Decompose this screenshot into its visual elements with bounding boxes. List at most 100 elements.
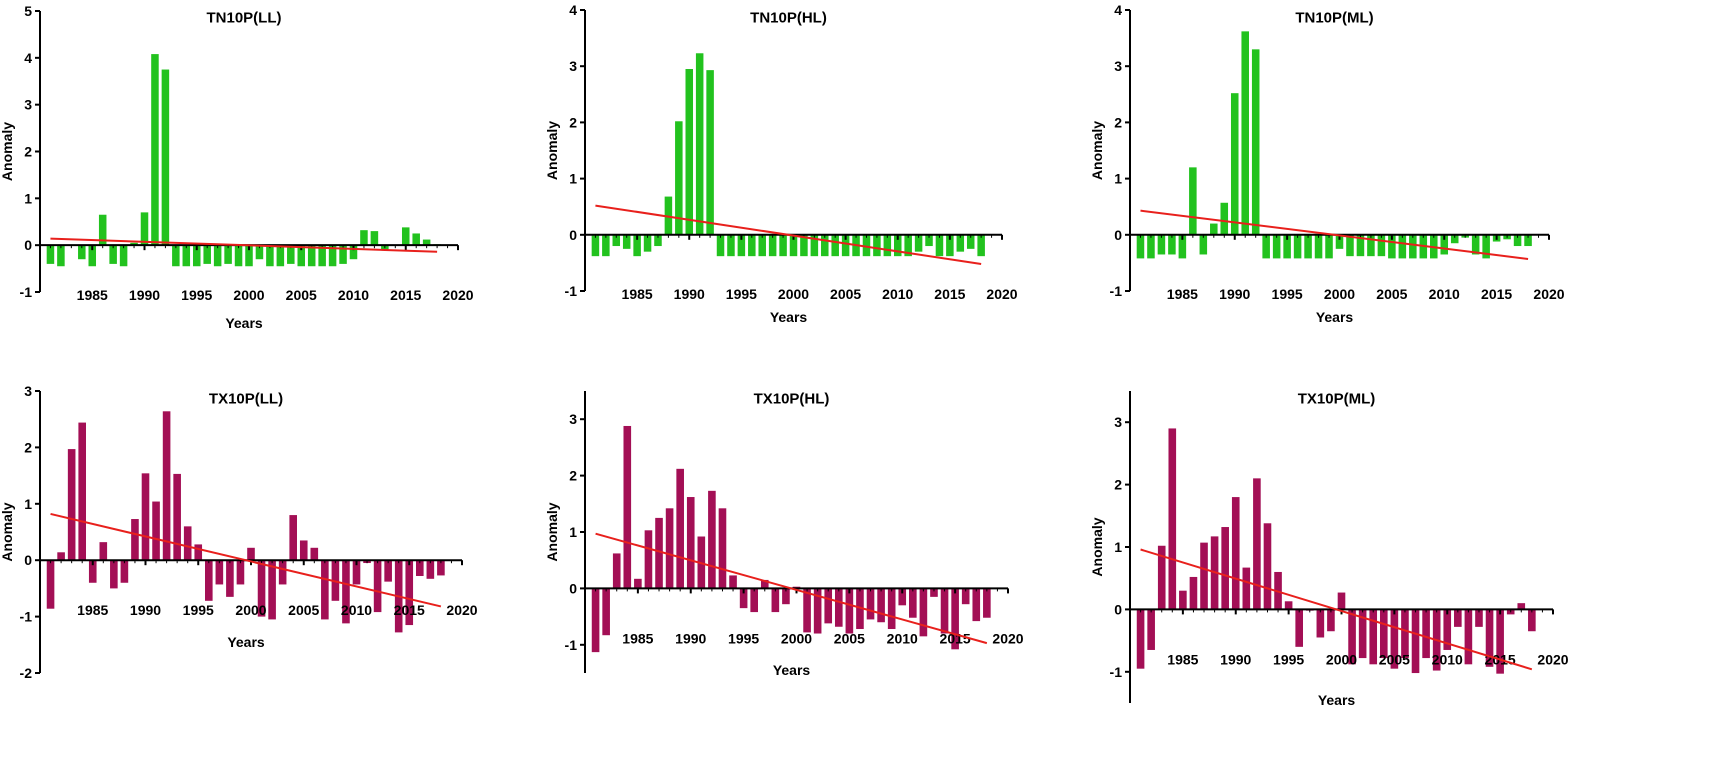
- bar-2006: [307, 245, 316, 267]
- bar-1991: [152, 501, 160, 561]
- bar-1982: [57, 245, 65, 267]
- bar-2004: [289, 515, 297, 561]
- bar-2007: [1409, 234, 1417, 259]
- x-tick-label: 2005: [1379, 651, 1410, 667]
- x-tick-label: 2010: [882, 286, 913, 302]
- trend-line: [50, 237, 438, 253]
- bar-2010: [1443, 609, 1452, 650]
- bar-1984: [623, 425, 632, 589]
- bar-2001: [803, 588, 811, 633]
- bar-2002: [1356, 234, 1365, 257]
- bar-2006: [1401, 609, 1409, 659]
- bar-2016: [412, 233, 420, 246]
- x-tick-label: 2005: [834, 630, 865, 646]
- bar-1985: [88, 245, 97, 267]
- bar-1984: [78, 422, 86, 561]
- bar-1993: [172, 245, 180, 267]
- y-tick-label: 4: [569, 2, 577, 18]
- y-tick-label: 3: [24, 97, 32, 113]
- y-tick-label: -2: [20, 665, 33, 681]
- x-tick-label: 2005: [830, 286, 861, 302]
- x-tick-label: 2010: [1432, 651, 1463, 667]
- x-tick-label: 1995: [726, 286, 757, 302]
- y-tick-label: 2: [24, 144, 32, 160]
- x-tick-label: 2015: [394, 602, 425, 618]
- bar-1984: [1168, 234, 1176, 255]
- bar-2017: [426, 560, 435, 579]
- bar-2011: [904, 234, 912, 257]
- bar-1999: [779, 234, 787, 257]
- bar-2000: [1337, 592, 1346, 610]
- y-axis-label: Anomaly: [1089, 121, 1105, 180]
- bar-2006: [1398, 234, 1407, 259]
- bar-1982: [57, 552, 65, 561]
- bar-2016: [956, 234, 965, 252]
- x-tick-label: 1985: [1167, 286, 1198, 302]
- bar-2003: [824, 588, 833, 624]
- bar-2017: [972, 588, 981, 622]
- bar-2003: [276, 245, 285, 267]
- y-tick-label: 4: [1114, 2, 1122, 18]
- bar-1999: [1327, 609, 1335, 632]
- bar-1993: [1263, 523, 1272, 610]
- bar-2017: [1517, 603, 1526, 610]
- x-axis-label: Years: [227, 634, 265, 650]
- x-tick-label: 2020: [442, 287, 473, 303]
- bar-1987: [1200, 542, 1208, 610]
- bar-1988: [1210, 223, 1218, 235]
- bar-2001: [255, 245, 264, 260]
- bar-1997: [213, 245, 222, 267]
- bar-1996: [1295, 609, 1303, 647]
- bar-2001: [1348, 609, 1356, 665]
- y-tick-label: 3: [1114, 58, 1122, 74]
- chart-panel-3: -1 0 1 2 3 4 1985 1990 1995 2000 2005 2010 2015 2020 T…: [1089, 2, 1565, 325]
- y-axis-label: Anomaly: [544, 502, 560, 561]
- bar-2011: [909, 588, 917, 618]
- bar-2012: [373, 560, 382, 613]
- bar-1982: [1147, 609, 1155, 650]
- y-tick-label: 4: [24, 50, 32, 66]
- bar-2015: [405, 560, 414, 626]
- bar-1998: [226, 560, 234, 597]
- trend-line: [1140, 209, 1529, 260]
- bar-1993: [173, 473, 181, 561]
- x-tick-label: 1995: [728, 630, 759, 646]
- y-tick-label: 2: [1114, 477, 1122, 493]
- bar-2003: [821, 234, 829, 257]
- bar-1995: [194, 544, 203, 561]
- bar-1989: [676, 468, 684, 589]
- y-tick-label: 1: [24, 190, 32, 206]
- y-tick-label: 0: [24, 237, 32, 253]
- bar-2004: [287, 245, 295, 264]
- bar-2002: [813, 588, 822, 634]
- bar-1987: [655, 517, 663, 589]
- y-tick-label: 0: [1114, 601, 1122, 617]
- x-tick-label: 2020: [446, 602, 477, 618]
- bar-2000: [1335, 234, 1344, 249]
- bar-2005: [299, 540, 308, 561]
- y-tick-label: -1: [1110, 283, 1123, 299]
- bar-2004: [834, 588, 843, 627]
- bar-2008: [1422, 609, 1430, 659]
- bar-2009: [887, 588, 896, 630]
- y-tick-label: -1: [565, 283, 578, 299]
- bar-1989: [675, 121, 683, 235]
- bar-1999: [1325, 234, 1333, 259]
- chart-title: TN10P(ML): [1295, 9, 1373, 26]
- chart-panel-2: -1 0 1 2 3 4 1985 1990 1995 2000 2005 2010 2015 2020 T…: [544, 2, 1018, 325]
- bar-1985: [1179, 590, 1187, 610]
- bar-1991: [1241, 31, 1249, 235]
- y-tick-label: -1: [565, 637, 578, 653]
- bar-2002: [810, 234, 819, 257]
- y-axis-label: Anomaly: [544, 121, 560, 180]
- bar-1992: [162, 411, 171, 561]
- x-axis-label: Years: [1318, 692, 1356, 708]
- bar-1990: [686, 497, 695, 589]
- bar-2005: [297, 245, 306, 267]
- bar-1987: [654, 234, 662, 247]
- bar-1998: [1316, 609, 1325, 638]
- trend-line: [595, 532, 988, 645]
- bar-2013: [930, 588, 938, 597]
- bar-2005: [845, 588, 854, 634]
- y-tick-label: -1: [1110, 664, 1123, 680]
